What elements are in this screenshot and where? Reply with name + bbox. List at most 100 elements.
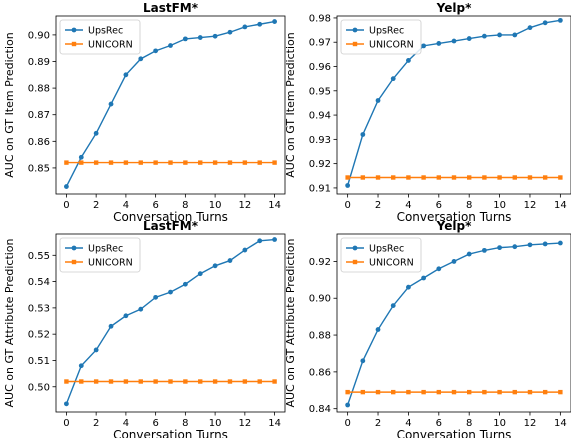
data-point-unicorn — [497, 389, 502, 395]
data-point-upsrec — [78, 154, 84, 160]
x-tick-label: 12 — [238, 200, 251, 211]
data-point-unicorn — [272, 160, 277, 165]
data-point-upsrec — [542, 20, 548, 26]
data-point-unicorn — [153, 160, 158, 165]
data-point-unicorn — [138, 379, 143, 384]
data-point-upsrec — [421, 275, 427, 281]
data-point-upsrec — [360, 132, 366, 137]
data-point-upsrec — [466, 251, 472, 257]
data-point-unicorn — [406, 175, 411, 180]
data-point-upsrec — [242, 24, 248, 30]
data-point-unicorn — [138, 160, 143, 165]
y-tick-label: 0.51 — [28, 356, 50, 367]
data-point-upsrec — [345, 183, 351, 188]
plot-frame — [55, 15, 286, 195]
legend-label-upsrec: UpsRec — [369, 244, 404, 255]
y-tick-label: 0.89 — [28, 57, 50, 68]
data-point-unicorn — [79, 379, 84, 384]
x-tick-label: 0 — [344, 418, 350, 429]
data-point-upsrec — [272, 19, 277, 24]
x-tick-label: 10 — [493, 418, 506, 429]
y-tick-label: 0.53 — [28, 303, 50, 314]
legend-marker-unicorn — [352, 259, 358, 265]
data-point-upsrec — [557, 240, 563, 246]
legend-box — [59, 237, 141, 273]
data-point-upsrec — [557, 17, 563, 23]
data-point-upsrec — [345, 402, 351, 408]
data-point-unicorn — [242, 379, 248, 384]
x-tick-label: 2 — [375, 418, 381, 429]
data-point-unicorn — [123, 379, 129, 384]
data-point-unicorn — [198, 379, 203, 384]
data-point-unicorn — [108, 160, 114, 165]
data-point-upsrec — [527, 242, 533, 248]
data-point-unicorn — [123, 160, 129, 165]
data-point-upsrec — [64, 184, 69, 189]
data-point-upsrec — [497, 32, 502, 38]
data-point-unicorn — [512, 389, 517, 395]
data-point-upsrec — [451, 259, 457, 264]
x-axis-label: Conversation Turns — [397, 428, 512, 438]
data-point-unicorn — [183, 160, 188, 165]
data-point-upsrec — [466, 36, 472, 41]
data-point-upsrec — [390, 303, 396, 309]
data-point-upsrec — [108, 101, 114, 107]
x-tick-label: 12 — [524, 418, 537, 429]
x-tick-label: 2 — [93, 418, 99, 429]
data-point-unicorn — [391, 389, 396, 395]
x-tick-label: 6 — [152, 200, 158, 211]
legend: UpsRec UNICORN — [340, 19, 422, 55]
legend-box — [340, 237, 422, 273]
data-point-unicorn — [183, 379, 188, 384]
data-point-unicorn — [466, 175, 472, 180]
chart-panel-1: LastFM* 0 2 4 6 8 10 12 14 0.85 0.86 0.87 0.88 0.89 0.… — [3, 1, 286, 224]
data-point-upsrec — [451, 38, 457, 44]
chart-panel-2: Yelp* 0 2 4 6 8 10 12 14 0.91 0.92 0.93 0.94 0.95 0.96… — [284, 1, 571, 224]
data-point-upsrec — [497, 245, 502, 251]
x-tick-label: 12 — [524, 200, 537, 211]
data-point-upsrec — [64, 401, 69, 407]
data-point-upsrec — [481, 247, 487, 253]
legend-marker-unicorn — [352, 41, 358, 47]
x-axis-label: Conversation Turns — [397, 210, 512, 224]
y-axis-label: AUC on GT Item Prediction — [3, 32, 16, 178]
x-tick-label: 4 — [123, 418, 129, 429]
data-point-upsrec — [168, 289, 173, 295]
data-point-upsrec — [375, 327, 381, 332]
data-point-upsrec — [227, 258, 233, 263]
chart-title: Yelp* — [436, 1, 472, 15]
legend-label-unicorn: UNICORN — [88, 40, 133, 51]
data-point-unicorn — [436, 175, 442, 180]
data-point-unicorn — [360, 389, 366, 395]
data-point-unicorn — [406, 389, 411, 395]
y-axis-label: AUC on GT Attribute Prediction — [284, 238, 297, 407]
data-point-unicorn — [212, 160, 218, 165]
legend-label-unicorn: UNICORN — [88, 258, 133, 269]
data-point-unicorn — [482, 389, 487, 395]
legend: UpsRec UNICORN — [340, 237, 422, 273]
data-point-unicorn — [93, 379, 99, 384]
y-tick-label: 0.54 — [28, 277, 50, 288]
data-point-unicorn — [391, 175, 396, 180]
legend-box — [59, 19, 141, 55]
data-point-unicorn — [527, 389, 533, 395]
data-point-upsrec — [153, 48, 159, 54]
chart-title: LastFM* — [143, 219, 199, 233]
chart-title: LastFM* — [143, 1, 199, 15]
data-point-unicorn — [93, 160, 99, 165]
y-tick-label: 0.94 — [309, 111, 331, 122]
data-point-unicorn — [242, 160, 248, 165]
y-tick-label: 0.84 — [309, 404, 331, 415]
data-point-upsrec — [542, 241, 548, 247]
chart-panel-3: LastFM* 0 2 4 6 8 10 12 14 0.50 0.51 0.52 0.53 0.54 0.… — [3, 219, 286, 438]
legend-marker-upsrec — [352, 245, 358, 251]
y-tick-label: 0.88 — [309, 331, 331, 342]
data-point-upsrec — [257, 238, 263, 244]
y-tick-label: 0.87 — [28, 110, 50, 121]
y-tick-label: 0.90 — [309, 294, 331, 305]
data-point-unicorn — [466, 389, 472, 395]
y-axis-label: AUC on GT Item Prediction — [284, 32, 297, 178]
legend-label-upsrec: UpsRec — [88, 26, 123, 37]
data-point-unicorn — [64, 379, 69, 384]
